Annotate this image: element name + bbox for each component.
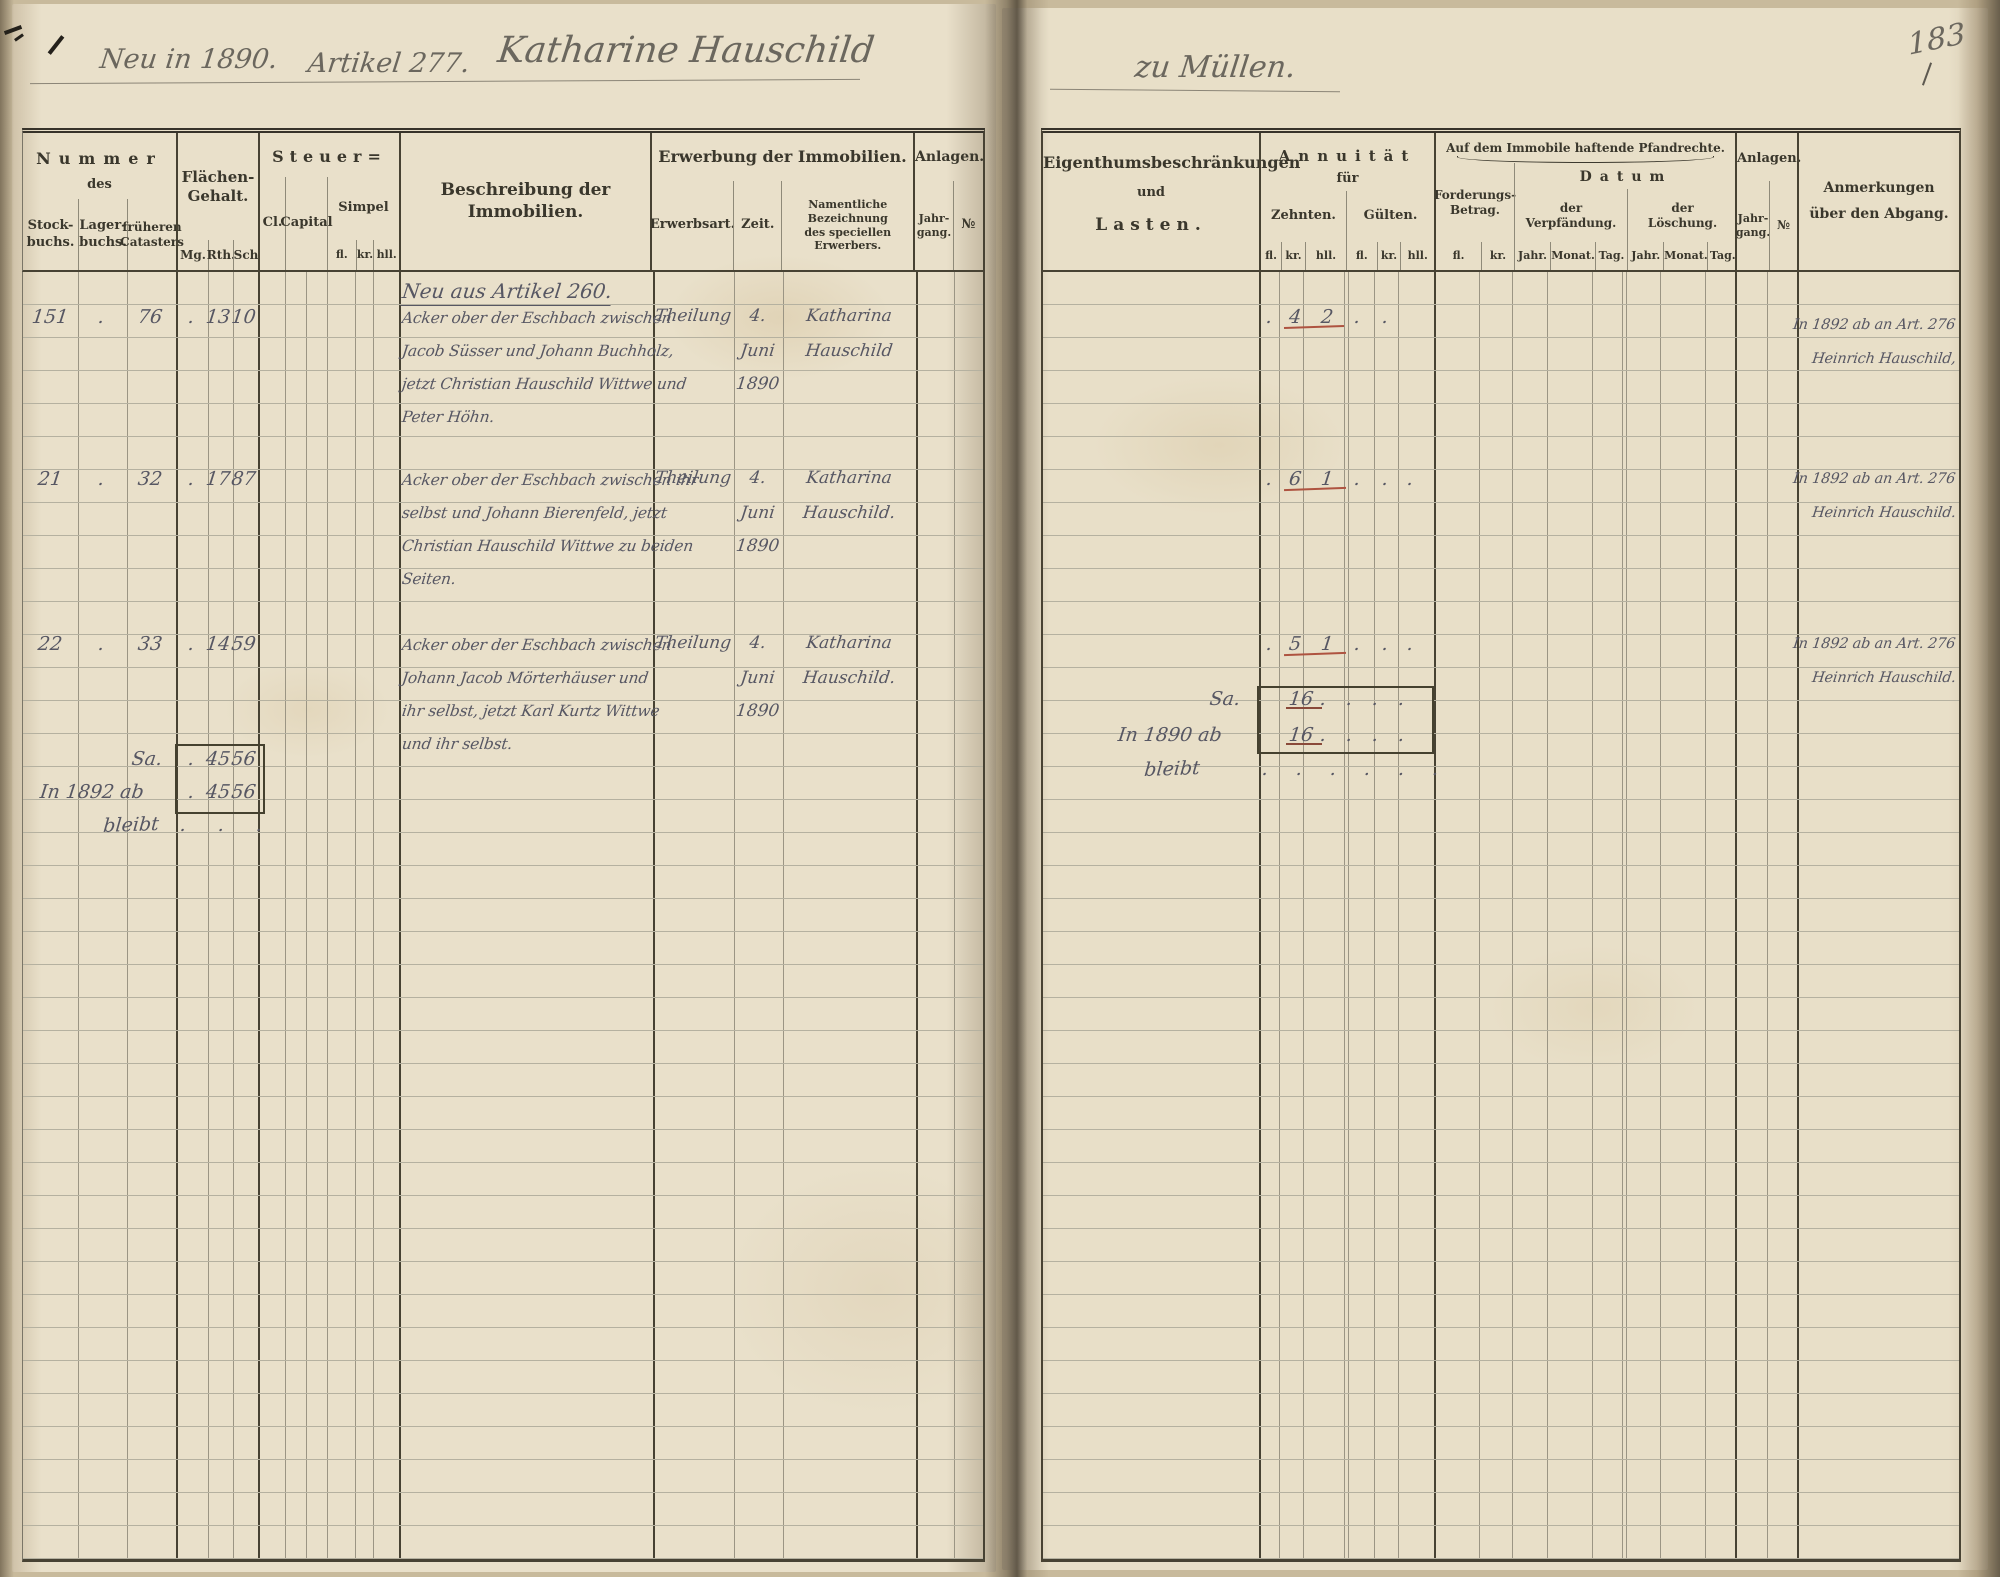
jahrgang-header-right: Jahr- gang. (1735, 211, 1771, 239)
col-beschreibung: Beschreibung der Immobilien. (399, 133, 650, 270)
simpel-header: Simpel (338, 200, 389, 216)
left-table-grid (22, 272, 985, 1562)
col-group-erwerbung: Erwerbung der Immobilien. Erwerbsart. Ze… (650, 133, 913, 270)
guelten-column: Gülten. fl. kr. hll. (1346, 191, 1434, 270)
lasten-label: Lasten. (1095, 215, 1207, 236)
guelten-header: Gülten. (1363, 208, 1418, 224)
zehnten-hll-header: hll. (1305, 242, 1346, 270)
erwerbsart-header: Erwerbsart. (649, 217, 736, 233)
kr-header: kr. (355, 240, 374, 270)
datum-header: Datum (1579, 169, 1673, 185)
loeschung-header: der Löschung. (1647, 200, 1718, 230)
nummer-sign-header: № (953, 181, 983, 270)
eigenthum-header: Eigenthumsbeschränkungen (1043, 153, 1301, 172)
guelten-hll-header: hll. (1400, 242, 1434, 270)
zeit-header: Zeit. (733, 181, 781, 270)
col-eigenthum: Eigenthumsbeschränkungen und Lasten. (1043, 133, 1301, 270)
zehnten-column: Zehnten. fl. kr. hll. (1261, 191, 1346, 270)
steuer-group-label: Steuer= (272, 147, 387, 166)
right-table-grid (1041, 272, 1961, 1562)
left-table-header: Nummer des Stock- buchs. Lager- buchs. f… (22, 128, 985, 272)
col-group-anlagen-right: Anlagen. Jahr- gang. № (1735, 133, 1802, 270)
beschreibung-header: Beschreibung der Immobilien. (440, 180, 611, 222)
col-group-annuitaet: Annuität für Zehnten. fl. kr. hll. Gülte… (1259, 133, 1434, 270)
stockbuchs-header: Stock- buchs. (26, 218, 75, 250)
col-group-steuer: Steuer= Cl. Capital Simpel fl. kr. hll. (258, 133, 399, 270)
mg-header: Mg. (180, 247, 206, 262)
zehnten-fl-header: fl. (1265, 249, 1277, 263)
right-summary-box (1257, 686, 1434, 754)
left-summary-box (175, 744, 265, 814)
col-group-nummer: Nummer des Stock- buchs. Lager- buchs. f… (23, 133, 184, 270)
loesch-monat-header: Monat. (1663, 242, 1708, 270)
datum-column: Datum der Verpfändung. Jahr. Monat. Tag.… (1514, 163, 1737, 270)
verpfaendung-column: der Verpfändung. Jahr. Monat. Tag. (1515, 189, 1627, 270)
loeschung-column: der Löschung. Jahr. Monat. Tag. (1627, 189, 1737, 270)
verpf-tag-header: Tag. (1595, 242, 1627, 270)
cl-header: Cl. (262, 215, 283, 231)
forderungs-header: Forderungs- Betrag. (1433, 187, 1517, 217)
sch-header: Sch (233, 240, 258, 270)
anlagen-group-label-right: Anlagen. (1737, 151, 1802, 166)
verpf-jahr-header: Jahr. (1518, 249, 1547, 263)
catasters-header: früheren Catasters (120, 199, 184, 270)
flaechen-header: Flächen- Gehalt. (181, 167, 255, 205)
jahrgang-header: Jahr- gang. (916, 211, 952, 239)
und-label: und (1137, 185, 1165, 200)
loesch-jahr-header: Jahr. (1631, 249, 1661, 263)
nummer-des-label: des (87, 177, 112, 192)
col-group-flaechen: Flächen- Gehalt. Mg. Rth. Sch (176, 133, 258, 270)
zehnten-kr-header: kr. (1281, 242, 1305, 270)
pfandrechte-group-label: Auf dem Immobile haftende Pfandrechte. (1446, 141, 1725, 155)
col-anmerkungen: Anmerkungen über den Abgang. (1797, 133, 1959, 270)
hll-header: hll. (373, 240, 399, 270)
anlagen-group-label: Anlagen. (915, 149, 985, 165)
col-group-anlagen: Anlagen. Jahr- gang. № (913, 133, 985, 270)
verpfaendung-header: der Verpfändung. (1525, 200, 1617, 230)
lagerbuchs-header: Lager- buchs. (78, 199, 127, 270)
brace-decoration (1456, 156, 1715, 163)
guelten-fl-header: fl. (1355, 249, 1368, 263)
anmerkungen-header: Anmerkungen über den Abgang. (1809, 180, 1949, 222)
simpel-column: Simpel fl. kr. hll. (327, 177, 399, 270)
fl-header: fl. (335, 248, 348, 262)
nummer-group-label: Nummer (36, 149, 163, 168)
fuer-label: für (1336, 171, 1359, 186)
erwerber-header: Namentliche Bezeichnung des speciellen E… (781, 181, 913, 270)
loesch-tag-header: Tag. (1707, 242, 1737, 270)
verpf-monat-header: Monat. (1550, 242, 1595, 270)
col-group-pfandrechte: Auf dem Immobile haftende Pfandrechte. F… (1433, 133, 1737, 270)
forderungs-fl-header: fl. (1452, 249, 1465, 263)
zehnten-header: Zehnten. (1271, 208, 1336, 224)
forderungs-column: Forderungs- Betrag. fl. kr. (1433, 163, 1517, 270)
erwerbung-group-label: Erwerbung der Immobilien. (658, 147, 907, 166)
forderungs-kr-header: kr. (1481, 242, 1514, 270)
rth-header: Rth. (207, 240, 235, 270)
right-table-header: Eigenthumsbeschränkungen und Lasten. Ann… (1041, 128, 1961, 272)
guelten-kr-header: kr. (1376, 242, 1401, 270)
nummer-sign-header-right: № (1769, 181, 1797, 270)
capital-header: Capital (280, 177, 333, 270)
annuitaet-group-label: Annuität (1278, 147, 1417, 165)
